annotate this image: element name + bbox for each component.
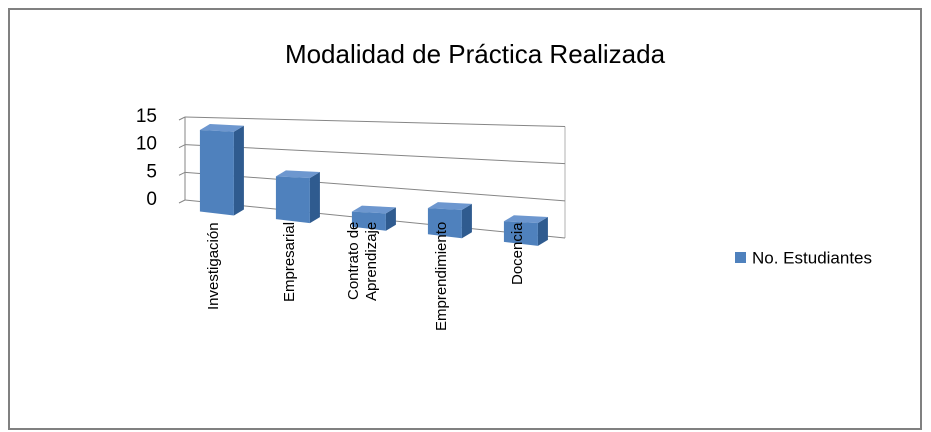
- y-tick: [178, 116, 186, 121]
- legend-label: No. Estudiantes: [752, 248, 872, 267]
- bar-side: [309, 172, 320, 224]
- bar: [275, 176, 310, 224]
- y-tick: [178, 144, 186, 149]
- bar-side: [461, 203, 472, 239]
- bar-side: [385, 207, 396, 231]
- y-tick-label: 0: [146, 189, 157, 210]
- bar-top: [503, 215, 548, 223]
- bar: [351, 211, 386, 231]
- x-tick-label: Docencia: [508, 222, 526, 285]
- x-tick-label: Empresarial: [280, 222, 298, 303]
- grid-line: [184, 171, 566, 202]
- bar-top: [199, 124, 244, 132]
- bar-top: [427, 202, 472, 210]
- y-tick: [178, 171, 186, 176]
- x-tick-label: Contrato de Aprendizaje: [344, 222, 380, 302]
- grid-line: [184, 144, 566, 165]
- chart-title: Modalidad de Práctica Realizada: [285, 39, 666, 69]
- x-tick-label: Investigación: [204, 222, 222, 310]
- bar-top: [275, 170, 320, 179]
- bar-side: [537, 216, 548, 246]
- y-tick-label: 10: [136, 134, 157, 155]
- y-tick-label: 15: [136, 106, 157, 127]
- legend-swatch: [735, 252, 746, 263]
- bar: [199, 130, 234, 216]
- bar: [503, 221, 538, 246]
- y-tick: [178, 199, 186, 204]
- bar: [427, 208, 462, 239]
- y-tick-label: 5: [146, 161, 157, 182]
- grid-line: [184, 116, 566, 127]
- bar-side: [233, 125, 244, 216]
- bar-top: [351, 205, 396, 214]
- x-tick-label: Emprendimiento: [432, 222, 450, 332]
